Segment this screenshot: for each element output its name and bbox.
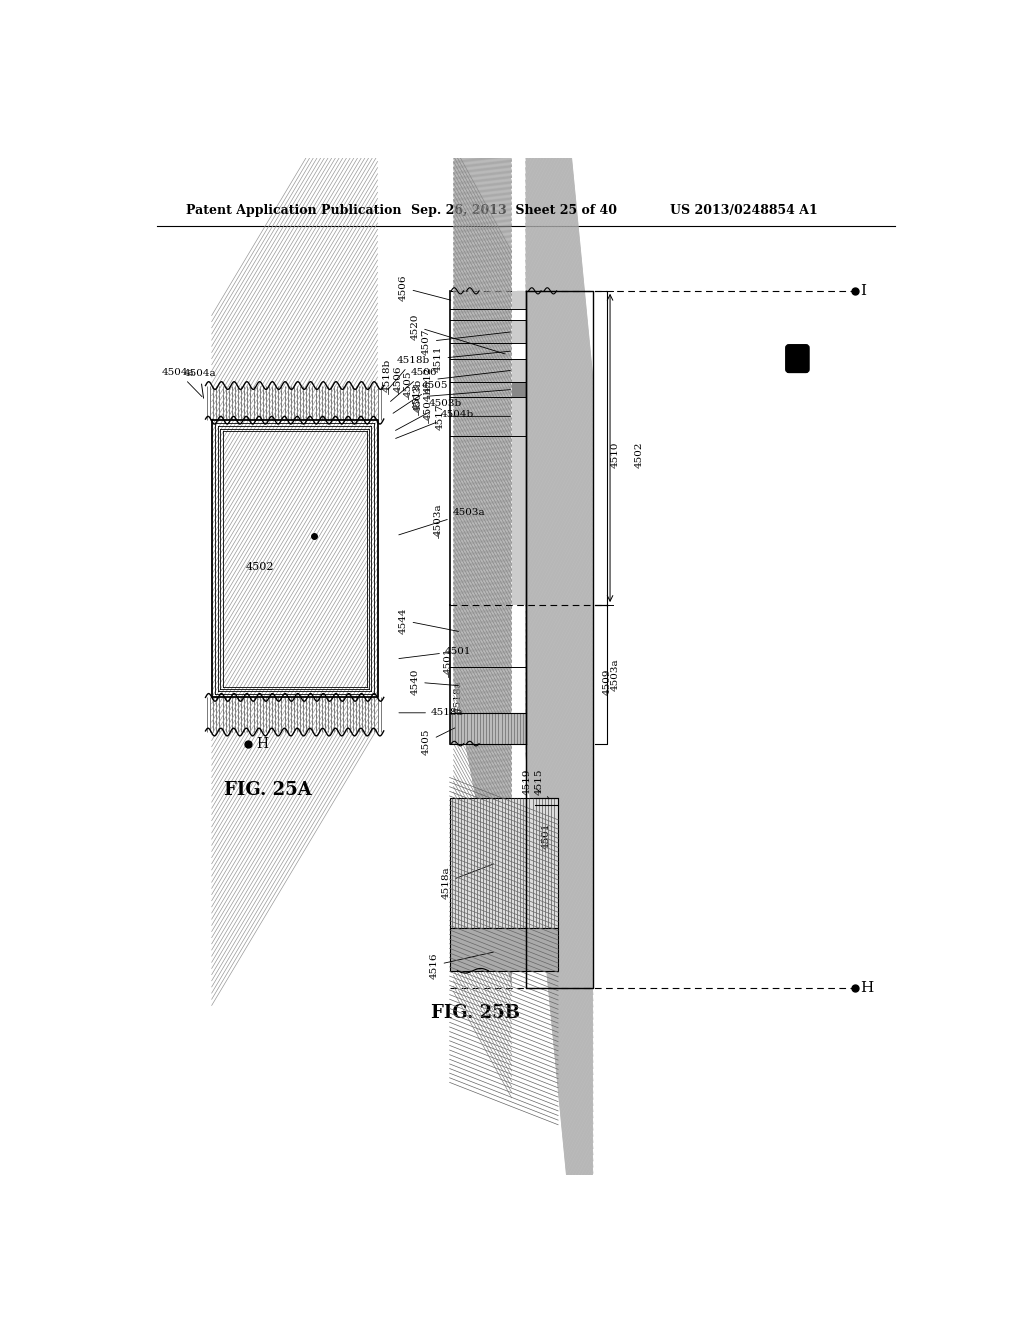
- Bar: [212, 420, 378, 697]
- Bar: [450, 290, 523, 605]
- Text: Patent Application Publication: Patent Application Publication: [186, 205, 401, 218]
- Text: 4517: 4517: [436, 403, 510, 429]
- Bar: [512, 309, 525, 321]
- Text: 4504a: 4504a: [183, 370, 216, 399]
- Bar: [512, 343, 525, 359]
- Bar: [512, 321, 525, 343]
- Text: Sep. 26, 2013  Sheet 25 of 40: Sep. 26, 2013 Sheet 25 of 40: [411, 205, 616, 218]
- Text: 4518b: 4518b: [388, 355, 430, 389]
- Text: 4513: 4513: [413, 384, 510, 411]
- Text: 4519: 4519: [522, 768, 541, 796]
- Text: 4505: 4505: [422, 727, 455, 755]
- Text: 4505: 4505: [393, 381, 449, 413]
- Text: 4506: 4506: [393, 366, 402, 392]
- Text: 4502: 4502: [246, 561, 274, 572]
- Text: 4511: 4511: [433, 346, 510, 372]
- Bar: [512, 359, 525, 381]
- Text: 4501: 4501: [542, 822, 551, 849]
- Text: 4516: 4516: [430, 952, 494, 978]
- Bar: [212, 420, 378, 697]
- Text: 4518a: 4518a: [399, 709, 464, 717]
- Bar: [512, 381, 525, 397]
- Bar: [512, 436, 525, 605]
- Bar: [454, 294, 512, 601]
- Bar: [525, 290, 593, 989]
- Text: FIG. 25B: FIG. 25B: [431, 1005, 520, 1022]
- Text: 4504b: 4504b: [395, 409, 474, 438]
- Text: 4502: 4502: [635, 442, 644, 469]
- Text: H: H: [860, 982, 873, 995]
- Bar: [450, 713, 525, 743]
- Text: 4518b: 4518b: [383, 359, 392, 392]
- Text: 4504a: 4504a: [162, 368, 202, 396]
- Text: H: H: [256, 737, 268, 751]
- Text: FIG. 25A: FIG. 25A: [223, 781, 311, 799]
- Text: 4518a: 4518a: [441, 865, 494, 899]
- Text: 4540: 4540: [411, 669, 459, 696]
- Text: 4503b: 4503b: [395, 399, 463, 430]
- Text: 4503b: 4503b: [414, 379, 422, 412]
- FancyBboxPatch shape: [785, 345, 809, 372]
- Text: 4503a: 4503a: [610, 657, 620, 690]
- Text: 4510: 4510: [610, 442, 620, 469]
- Text: 4504b: 4504b: [424, 387, 432, 420]
- Text: US 2013/0248854 A1: US 2013/0248854 A1: [671, 205, 818, 218]
- Text: 4509: 4509: [602, 669, 611, 696]
- Text: 4501: 4501: [399, 647, 471, 659]
- Text: 4506: 4506: [398, 275, 451, 301]
- Text: 4544: 4544: [398, 607, 459, 634]
- Text: 4520: 4520: [411, 313, 505, 354]
- Text: 4506: 4506: [390, 368, 437, 401]
- Text: 4503a: 4503a: [433, 503, 442, 536]
- Text: 4518a: 4518a: [454, 680, 463, 713]
- Bar: [212, 420, 378, 697]
- Text: I: I: [860, 284, 866, 298]
- Text: 4512: 4512: [424, 367, 510, 393]
- Text: 4515: 4515: [535, 768, 549, 799]
- Bar: [450, 928, 558, 970]
- Text: 4505: 4505: [403, 371, 413, 397]
- Text: 4501: 4501: [443, 648, 453, 675]
- Text: 4507: 4507: [422, 329, 510, 355]
- Bar: [512, 290, 525, 309]
- Bar: [450, 797, 558, 928]
- Bar: [454, 607, 512, 713]
- Bar: [525, 290, 593, 989]
- Bar: [512, 397, 525, 436]
- Text: 4503a: 4503a: [398, 508, 485, 535]
